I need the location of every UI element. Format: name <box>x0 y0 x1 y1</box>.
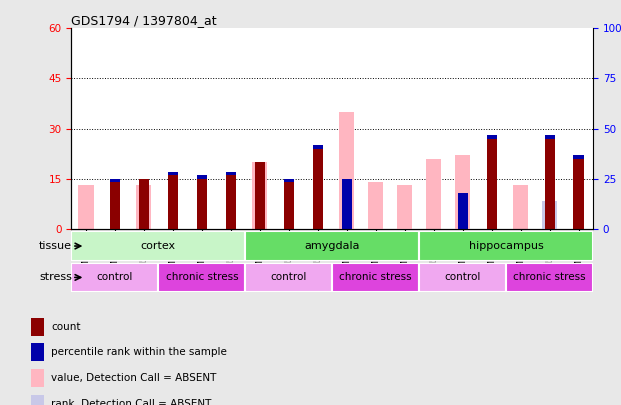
Bar <box>573 155 584 229</box>
Text: hippocampus: hippocampus <box>469 241 543 251</box>
Bar <box>455 155 470 229</box>
Bar <box>245 263 332 292</box>
Bar <box>197 175 207 179</box>
Text: chronic stress: chronic stress <box>166 273 238 282</box>
Bar <box>30 369 43 387</box>
Text: chronic stress: chronic stress <box>514 273 586 282</box>
Bar <box>513 185 528 229</box>
Bar <box>426 159 442 229</box>
Bar <box>30 395 43 405</box>
Bar <box>255 162 265 229</box>
Bar <box>71 231 245 261</box>
Bar <box>397 185 412 229</box>
Text: count: count <box>52 322 81 332</box>
Bar <box>573 155 584 159</box>
Bar <box>542 201 557 229</box>
Bar <box>252 162 268 229</box>
Bar <box>339 112 355 229</box>
Text: control: control <box>445 273 481 282</box>
Bar <box>419 263 506 292</box>
Bar <box>339 112 355 229</box>
Bar <box>487 135 497 139</box>
Bar <box>110 179 120 182</box>
Bar <box>110 179 120 229</box>
Bar <box>226 172 236 175</box>
Text: stress: stress <box>39 273 72 282</box>
Bar <box>545 135 555 229</box>
Bar <box>368 182 383 229</box>
Text: tissue: tissue <box>39 241 72 251</box>
Bar <box>30 343 43 361</box>
Bar <box>168 172 178 175</box>
Bar <box>284 179 294 229</box>
Bar <box>458 193 468 229</box>
Bar <box>78 185 94 229</box>
Text: cortex: cortex <box>141 241 176 251</box>
Bar <box>368 182 383 229</box>
Bar <box>419 231 593 261</box>
Text: value, Detection Call = ABSENT: value, Detection Call = ABSENT <box>52 373 217 383</box>
Bar <box>197 175 207 229</box>
Text: control: control <box>97 273 133 282</box>
Bar <box>226 172 236 229</box>
Text: GDS1794 / 1397804_at: GDS1794 / 1397804_at <box>71 14 217 27</box>
Bar <box>245 231 419 261</box>
Bar <box>332 263 419 292</box>
Bar <box>71 263 158 292</box>
Text: control: control <box>271 273 307 282</box>
Text: amygdala: amygdala <box>304 241 360 251</box>
Bar <box>342 179 351 229</box>
Bar <box>284 179 294 182</box>
Bar <box>168 172 178 229</box>
Text: rank, Detection Call = ABSENT: rank, Detection Call = ABSENT <box>52 399 212 405</box>
Bar <box>545 135 555 139</box>
Bar <box>455 155 470 229</box>
Text: chronic stress: chronic stress <box>340 273 412 282</box>
Bar <box>506 263 593 292</box>
Bar <box>397 185 412 229</box>
Text: percentile rank within the sample: percentile rank within the sample <box>52 347 227 357</box>
Bar <box>339 112 355 229</box>
Bar <box>368 182 383 229</box>
Bar <box>139 179 149 229</box>
Bar <box>487 135 497 229</box>
Bar <box>30 318 43 335</box>
Bar <box>455 155 470 229</box>
Bar <box>312 145 323 149</box>
Bar <box>397 185 412 229</box>
Bar <box>136 185 152 229</box>
Bar <box>158 263 245 292</box>
Bar <box>312 145 323 229</box>
